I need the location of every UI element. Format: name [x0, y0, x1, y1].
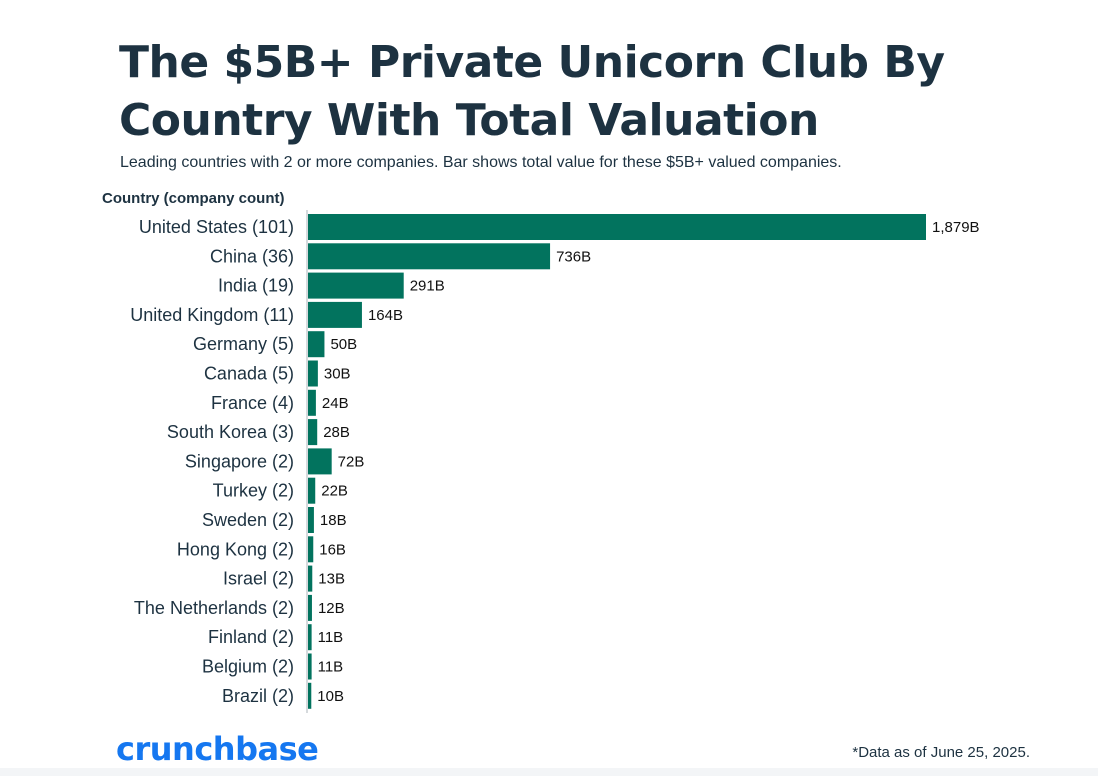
value-label: 291B: [410, 278, 445, 295]
bar: [308, 565, 313, 592]
data-date-note: *Data as of June 25, 2025.: [852, 744, 1030, 761]
category-label: South Korea (3): [167, 422, 294, 442]
category-label: China (36): [210, 246, 294, 266]
category-label: Turkey (2): [213, 481, 294, 501]
bar: [308, 682, 312, 709]
bar: [308, 214, 926, 240]
category-label: Singapore (2): [185, 451, 294, 471]
value-label: 16B: [319, 541, 346, 558]
value-label: 12B: [318, 600, 345, 617]
value-label: 11B: [318, 659, 344, 676]
y-axis-title: Country (company count): [102, 190, 285, 207]
category-label: The Netherlands (2): [134, 598, 294, 618]
bar: [308, 507, 314, 533]
bar: [308, 477, 316, 504]
value-label: 18B: [320, 512, 347, 529]
bar: [308, 331, 325, 358]
category-label: Brazil (2): [222, 686, 294, 706]
category-label: Germany (5): [193, 334, 294, 354]
chart-subtitle: Leading countries with 2 or more compani…: [120, 154, 842, 171]
category-label: United Kingdom (11): [130, 305, 294, 325]
category-label: Sweden (2): [202, 510, 294, 530]
category-label: France (4): [211, 393, 294, 413]
value-label: 24B: [322, 395, 349, 412]
bars-group: United States (101) 1,879B China (36) 736B I…: [130, 214, 980, 709]
bottom-band: [0, 768, 1098, 776]
bar: [308, 272, 404, 299]
value-label: 736B: [556, 248, 591, 265]
bar: [308, 653, 312, 680]
value-label: 10B: [317, 688, 344, 705]
category-label: Belgium (2): [202, 657, 294, 677]
value-label: 22B: [321, 483, 348, 500]
value-label: 72B: [338, 453, 365, 470]
bar: [308, 536, 314, 563]
bar: [308, 448, 332, 475]
category-label: Israel (2): [223, 569, 294, 589]
bar: [308, 360, 318, 387]
category-label: Canada (5): [204, 364, 294, 384]
bar: [308, 243, 551, 270]
value-label: 13B: [318, 571, 345, 588]
bar: [308, 594, 312, 621]
crunchbase-logo: crunchbase: [116, 730, 319, 768]
value-label: 164B: [368, 307, 403, 324]
category-label: United States (101): [139, 217, 294, 237]
category-label: Hong Kong (2): [177, 539, 294, 559]
bar-chart: Country (company count) United States (1…: [102, 190, 980, 713]
value-label: 30B: [324, 366, 351, 383]
value-label: 1,879B: [932, 219, 980, 236]
category-label: Finland (2): [208, 627, 294, 647]
value-label: 11B: [318, 629, 344, 646]
bar: [308, 301, 362, 328]
value-label: 50B: [330, 336, 357, 353]
value-label: 28B: [323, 424, 350, 441]
chart-title: The $5B+ Private Unicorn Club By Country…: [119, 37, 945, 146]
bar: [308, 419, 318, 446]
bar: [308, 624, 312, 651]
category-label: India (19): [218, 276, 294, 296]
bar: [308, 389, 316, 416]
